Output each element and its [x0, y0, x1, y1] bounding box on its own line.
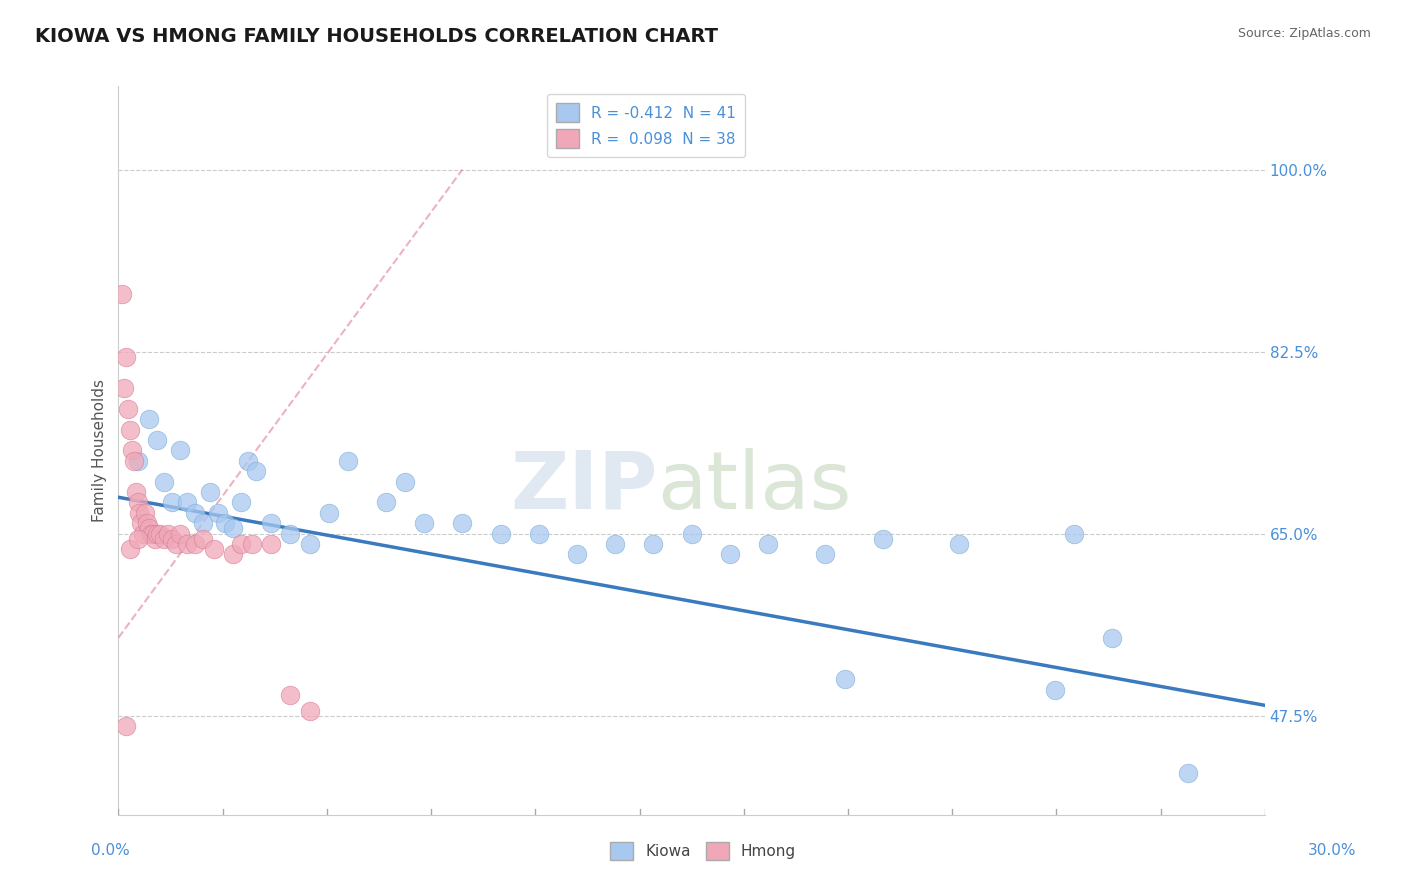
- Point: [115, 350, 138, 364]
- Point: [229, 537, 252, 551]
- Point: [814, 548, 837, 562]
- Point: [136, 516, 159, 531]
- Legend: R = -0.412  N = 41, R =  0.098  N = 38: R = -0.412 N = 41, R = 0.098 N = 38: [547, 94, 745, 157]
- Point: [260, 537, 283, 551]
- Point: [280, 526, 302, 541]
- Point: [318, 506, 340, 520]
- Point: [121, 443, 143, 458]
- Point: [1101, 631, 1123, 645]
- Point: [222, 521, 245, 535]
- Point: [451, 516, 474, 531]
- Point: [128, 506, 150, 520]
- Point: [160, 495, 183, 509]
- Point: [134, 506, 156, 520]
- Point: [124, 485, 146, 500]
- Text: 0.0%: 0.0%: [91, 843, 131, 858]
- Point: [1063, 526, 1085, 541]
- Point: [184, 537, 207, 551]
- Point: [394, 475, 416, 489]
- Point: [1043, 682, 1066, 697]
- Point: [127, 454, 149, 468]
- Point: [240, 537, 263, 551]
- Point: [834, 673, 856, 687]
- Point: [131, 516, 153, 531]
- Point: [413, 516, 436, 531]
- Point: [198, 485, 221, 500]
- Point: [160, 532, 183, 546]
- Point: [118, 423, 141, 437]
- Point: [202, 542, 225, 557]
- Point: [260, 516, 283, 531]
- Point: [127, 495, 149, 509]
- Point: [118, 542, 141, 557]
- Point: [157, 526, 180, 541]
- Point: [145, 433, 167, 447]
- Point: [176, 537, 198, 551]
- Point: [184, 506, 207, 520]
- Point: [112, 381, 135, 395]
- Point: [191, 532, 214, 546]
- Point: [605, 537, 627, 551]
- Point: [207, 506, 229, 520]
- Point: [138, 412, 160, 426]
- Text: 30.0%: 30.0%: [1309, 843, 1357, 858]
- Point: [718, 548, 741, 562]
- Point: [145, 526, 167, 541]
- Point: [169, 526, 191, 541]
- Point: [643, 537, 665, 551]
- Text: Source: ZipAtlas.com: Source: ZipAtlas.com: [1237, 27, 1371, 40]
- Point: [245, 464, 267, 478]
- Point: [153, 475, 176, 489]
- Point: [374, 495, 396, 509]
- Point: [115, 719, 138, 733]
- Legend: Kiowa, Hmong: Kiowa, Hmong: [603, 836, 803, 866]
- Point: [872, 532, 894, 546]
- Text: KIOWA VS HMONG FAMILY HOUSEHOLDS CORRELATION CHART: KIOWA VS HMONG FAMILY HOUSEHOLDS CORRELA…: [35, 27, 718, 45]
- Point: [153, 532, 176, 546]
- Point: [489, 526, 512, 541]
- Point: [132, 526, 155, 541]
- Text: ZIP: ZIP: [510, 448, 657, 526]
- Text: atlas: atlas: [657, 448, 852, 526]
- Point: [111, 287, 134, 301]
- Point: [122, 454, 145, 468]
- Point: [681, 526, 703, 541]
- Point: [142, 526, 165, 541]
- Point: [229, 495, 252, 509]
- Point: [222, 548, 245, 562]
- Point: [139, 526, 162, 541]
- Y-axis label: Family Households: Family Households: [93, 379, 107, 522]
- Point: [191, 516, 214, 531]
- Point: [298, 537, 321, 551]
- Point: [138, 521, 160, 535]
- Point: [176, 495, 198, 509]
- Point: [238, 454, 260, 468]
- Point: [948, 537, 970, 551]
- Point: [214, 516, 236, 531]
- Point: [127, 532, 149, 546]
- Point: [169, 443, 191, 458]
- Point: [298, 704, 321, 718]
- Point: [565, 548, 588, 562]
- Point: [527, 526, 550, 541]
- Point: [1177, 766, 1199, 780]
- Point: [117, 401, 139, 416]
- Point: [149, 526, 172, 541]
- Point: [143, 532, 166, 546]
- Point: [336, 454, 359, 468]
- Point: [756, 537, 779, 551]
- Point: [280, 688, 302, 702]
- Point: [165, 537, 187, 551]
